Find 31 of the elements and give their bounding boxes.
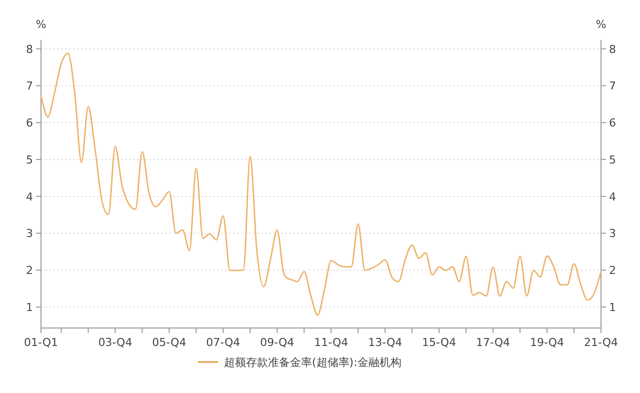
- y-tick-label: 3: [26, 227, 33, 240]
- y2-tick-label: 1: [609, 300, 616, 314]
- y-axis-title: %: [36, 18, 46, 31]
- x-tick-label: 07-Q4: [206, 336, 240, 349]
- y2-tick-label: 2: [609, 264, 616, 278]
- y2-tick-label: 8: [609, 42, 616, 56]
- x-tick-label: 17-Q4: [476, 336, 510, 349]
- y2-tick-label: 3: [609, 227, 616, 240]
- y-tick-label: 7: [26, 80, 33, 93]
- x-tick-label: 13-Q4: [368, 336, 402, 349]
- y-tick-label: 2: [26, 264, 33, 278]
- x-tick-label: 15-Q4: [422, 336, 456, 349]
- legend-label: 超额存款准备金率(超储率):金融机构: [224, 356, 402, 369]
- y-tick-label: 5: [26, 153, 33, 166]
- y-tick-label: 4: [26, 190, 33, 204]
- y2-tick-label: 4: [609, 190, 616, 204]
- x-tick-label: 21-Q4: [584, 336, 618, 349]
- x-tick-label: 19-Q4: [530, 336, 564, 349]
- y-tick-label: 1: [26, 300, 33, 314]
- x-tick-label: 09-Q4: [260, 336, 294, 349]
- y-tick-label: 6: [26, 116, 33, 130]
- y2-tick-label: 7: [609, 80, 616, 93]
- line-series: [40, 52, 602, 316]
- y2-tick-label: 6: [609, 116, 616, 130]
- x-tick-label: 01-Q1: [24, 336, 58, 349]
- x-tick-label: 03-Q4: [98, 336, 132, 349]
- x-tick-label: 11-Q4: [314, 336, 348, 349]
- y2-axis-title: %: [596, 18, 606, 31]
- x-tick-label: 05-Q4: [152, 336, 186, 349]
- y2-tick-label: 5: [609, 153, 616, 166]
- y-tick-label: 8: [26, 42, 33, 56]
